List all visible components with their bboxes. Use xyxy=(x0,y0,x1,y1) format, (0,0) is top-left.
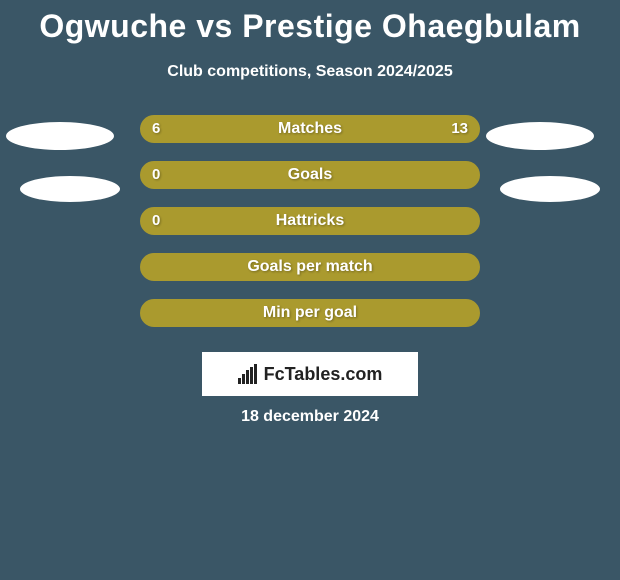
comparison-bar xyxy=(140,115,480,143)
comparison-bar xyxy=(140,253,480,281)
logo-text: FcTables.com xyxy=(264,364,383,385)
comparison-bar xyxy=(140,161,480,189)
avatar-ellipse xyxy=(6,122,114,150)
right-value: 13 xyxy=(451,115,468,143)
comparison-bar xyxy=(140,207,480,235)
logo-box: FcTables.com xyxy=(202,352,418,396)
left-value: 6 xyxy=(152,115,160,143)
avatar-ellipse xyxy=(500,176,600,202)
avatar-ellipse xyxy=(20,176,120,202)
page-title: Ogwuche vs Prestige Ohaegbulam xyxy=(0,0,620,45)
subtitle: Club competitions, Season 2024/2025 xyxy=(0,63,620,81)
left-value: 0 xyxy=(152,161,160,189)
comparison-bar xyxy=(140,299,480,327)
logo-bars-icon xyxy=(238,364,260,384)
avatar-ellipse xyxy=(486,122,594,150)
comparison-row: 0Hattricks xyxy=(0,207,620,235)
comparison-row: Min per goal xyxy=(0,299,620,327)
date-label: 18 december 2024 xyxy=(0,408,620,426)
left-value: 0 xyxy=(152,207,160,235)
comparison-row: Goals per match xyxy=(0,253,620,281)
